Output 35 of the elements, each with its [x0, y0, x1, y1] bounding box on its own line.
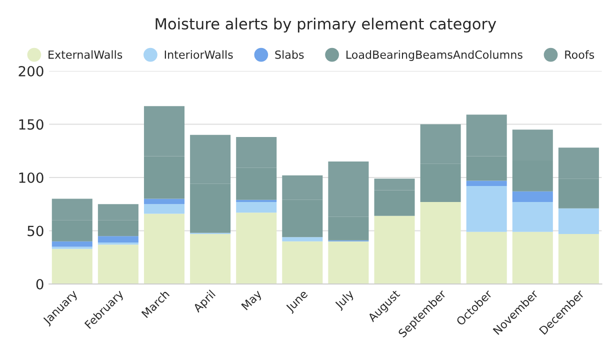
bar: [236, 202, 277, 213]
legend-label: InteriorWalls: [164, 50, 233, 59]
bar: [512, 202, 553, 232]
bar: [374, 216, 415, 284]
bar: [558, 234, 599, 284]
legend-label: Roofs: [565, 50, 594, 59]
legend-label: ExternalWalls: [48, 50, 122, 59]
bar: [144, 214, 185, 284]
y-tick-label: 0: [36, 278, 44, 290]
bar: [466, 180, 507, 186]
y-tick-label: 150: [19, 119, 44, 130]
bar: [98, 236, 138, 242]
bar: [144, 198, 185, 204]
bar: [282, 237, 323, 242]
bar: [190, 234, 231, 284]
bar: [52, 241, 92, 247]
bar: [52, 248, 92, 284]
bar: [282, 241, 323, 284]
y-tick-label: 200: [18, 66, 44, 76]
bar: [144, 204, 185, 214]
y-tick-label: 100: [19, 172, 44, 183]
bar: [466, 186, 507, 232]
legend-label: Slabs: [275, 50, 304, 59]
chart-title: Moisture alerts by primary element category: [156, 18, 496, 33]
bar: [512, 232, 553, 284]
bar: [98, 244, 138, 284]
bar: [420, 202, 461, 284]
legend-label: LoadBearingBeamsAndColumns: [346, 50, 522, 61]
bar: [328, 241, 369, 284]
bar: [466, 232, 507, 284]
bar: [558, 208, 599, 234]
y-tick-label: 50: [28, 226, 44, 236]
bar: [512, 191, 553, 202]
bar: [98, 242, 138, 245]
bar: [236, 212, 277, 284]
